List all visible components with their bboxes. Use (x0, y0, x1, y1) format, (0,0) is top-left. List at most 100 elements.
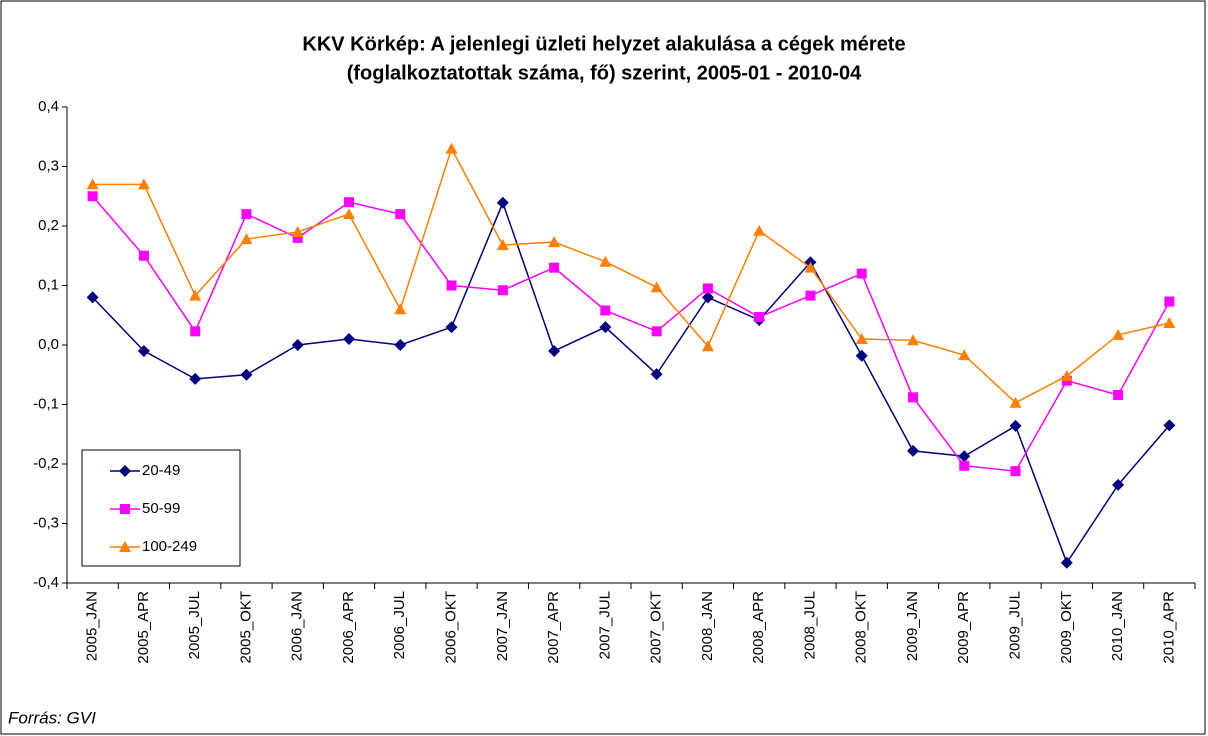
point (855, 333, 868, 345)
point (1060, 369, 1073, 381)
x-tick-label: 2007_JUL (596, 591, 613, 659)
point (445, 142, 458, 154)
legend-marker (119, 541, 131, 552)
point (344, 197, 354, 208)
point (701, 340, 714, 352)
point (496, 239, 509, 251)
x-tick-label: 2010_JAN (1109, 591, 1126, 661)
point (856, 268, 867, 279)
legend-label: 50-99 (142, 500, 180, 517)
point (804, 261, 817, 273)
point (394, 303, 407, 315)
point (1112, 478, 1125, 491)
x-tick-label: 2005_APR (135, 591, 152, 664)
point (138, 250, 149, 261)
point (446, 280, 457, 291)
point (343, 333, 355, 346)
point (958, 450, 971, 463)
point (1009, 396, 1022, 408)
point (137, 344, 150, 357)
point (496, 196, 509, 209)
point (702, 283, 713, 294)
point (650, 281, 663, 293)
point (1112, 328, 1125, 340)
point (1010, 466, 1021, 477)
x-tick-label: 2005_OKT (237, 591, 254, 664)
point (651, 326, 662, 337)
x-tick-label: 2007_APR (545, 591, 562, 664)
x-tick-label: 2009_JUL (1007, 591, 1024, 659)
point (1113, 389, 1124, 400)
point (959, 460, 970, 471)
series-line (92, 146, 1170, 404)
point (291, 339, 304, 351)
legend-marker (120, 504, 130, 514)
x-tick-label: 2006_JAN (289, 591, 306, 661)
point (241, 209, 252, 220)
chart-title: (foglalkoztatottak száma, fő) szerint, 2… (347, 62, 862, 84)
point (650, 368, 663, 381)
point (754, 312, 765, 323)
series-line (92, 200, 1170, 565)
y-tick-label: 0,0 (38, 336, 59, 353)
point (549, 262, 560, 273)
chart-title: KKV Körkép: A jelenlegi üzleti helyzet a… (302, 33, 905, 55)
x-tick-label: 2006_OKT (443, 591, 460, 664)
point (1163, 419, 1176, 432)
point (548, 344, 561, 357)
source-note: Forrás: GVI (8, 708, 96, 727)
legend-label: 20-49 (142, 462, 180, 479)
x-tick-label: 2007_OKT (648, 591, 665, 664)
point (701, 291, 714, 304)
point (86, 178, 99, 190)
point (908, 392, 918, 403)
point (343, 208, 355, 220)
x-tick-label: 2009_APR (955, 591, 972, 664)
y-tick-label: 0,3 (38, 157, 59, 174)
point (548, 236, 561, 248)
x-tick-label: 2009_JAN (904, 591, 921, 661)
point (1164, 296, 1175, 307)
point (907, 444, 919, 457)
point (600, 305, 611, 316)
point (189, 372, 202, 385)
point (1060, 556, 1073, 569)
point (190, 326, 201, 337)
x-tick-label: 2008_JUL (801, 591, 818, 659)
y-tick-label: -0,3 (33, 514, 59, 531)
y-tick-label: 0,1 (38, 276, 59, 293)
point (445, 321, 458, 334)
legend-marker (119, 465, 131, 477)
x-tick-label: 2005_JAN (84, 591, 101, 661)
legend-label: 100-249 (142, 538, 197, 555)
y-tick-label: 0,2 (38, 217, 59, 234)
legend-box (81, 449, 241, 567)
point (292, 232, 303, 243)
point (1163, 316, 1176, 328)
point (240, 233, 253, 245)
point (907, 334, 919, 346)
y-tick-label: -0,1 (33, 395, 59, 412)
point (240, 368, 253, 381)
point (394, 339, 407, 351)
x-tick-label: 2008_OKT (853, 591, 870, 664)
x-tick-label: 2005_JUL (186, 591, 203, 659)
point (1009, 419, 1022, 432)
y-tick-label: -0,2 (33, 455, 59, 472)
point (958, 349, 971, 361)
x-tick-label: 2006_APR (340, 591, 357, 664)
point (497, 285, 508, 296)
point (395, 209, 406, 220)
point (855, 349, 868, 362)
point (87, 191, 98, 202)
point (189, 289, 202, 301)
point (753, 224, 766, 236)
x-tick-label: 2008_APR (750, 591, 767, 664)
x-tick-label: 2007_JAN (494, 591, 511, 661)
point (599, 321, 612, 334)
x-tick-label: 2010_APR (1160, 591, 1177, 664)
x-tick-label: 2008_JAN (699, 591, 716, 661)
series-line (92, 195, 1171, 472)
